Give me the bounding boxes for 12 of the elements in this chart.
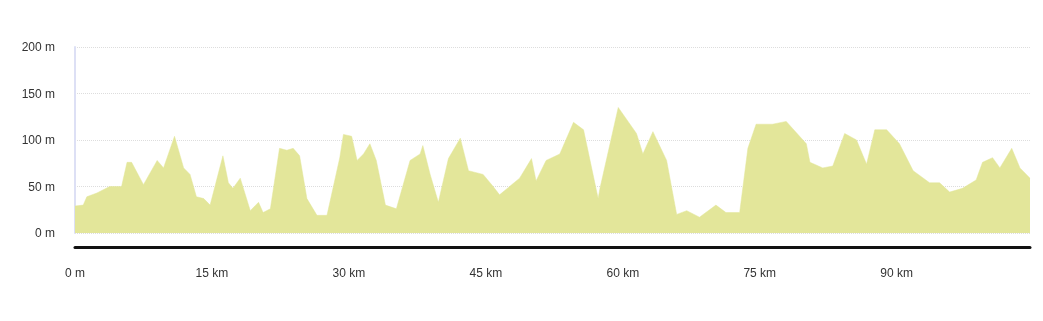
y-tick-label: 0 m: [34, 226, 55, 240]
x-tick-label: 45 km: [469, 266, 503, 280]
x-tick-label: 75 km: [743, 266, 777, 280]
x-tick-label: 0 m: [64, 266, 86, 280]
y-tick-label: 150 m: [21, 86, 55, 101]
x-tick-label: 90 km: [880, 266, 914, 280]
x-tick-label: 30 km: [332, 266, 366, 280]
y-tick-label: 200 m: [21, 40, 55, 54]
x-tick-label: 15 km: [195, 266, 229, 280]
y-tick-label: 100 m: [21, 133, 55, 147]
y-tick-label: 50 m: [28, 179, 55, 194]
x-tick-label: 60 km: [606, 266, 640, 280]
